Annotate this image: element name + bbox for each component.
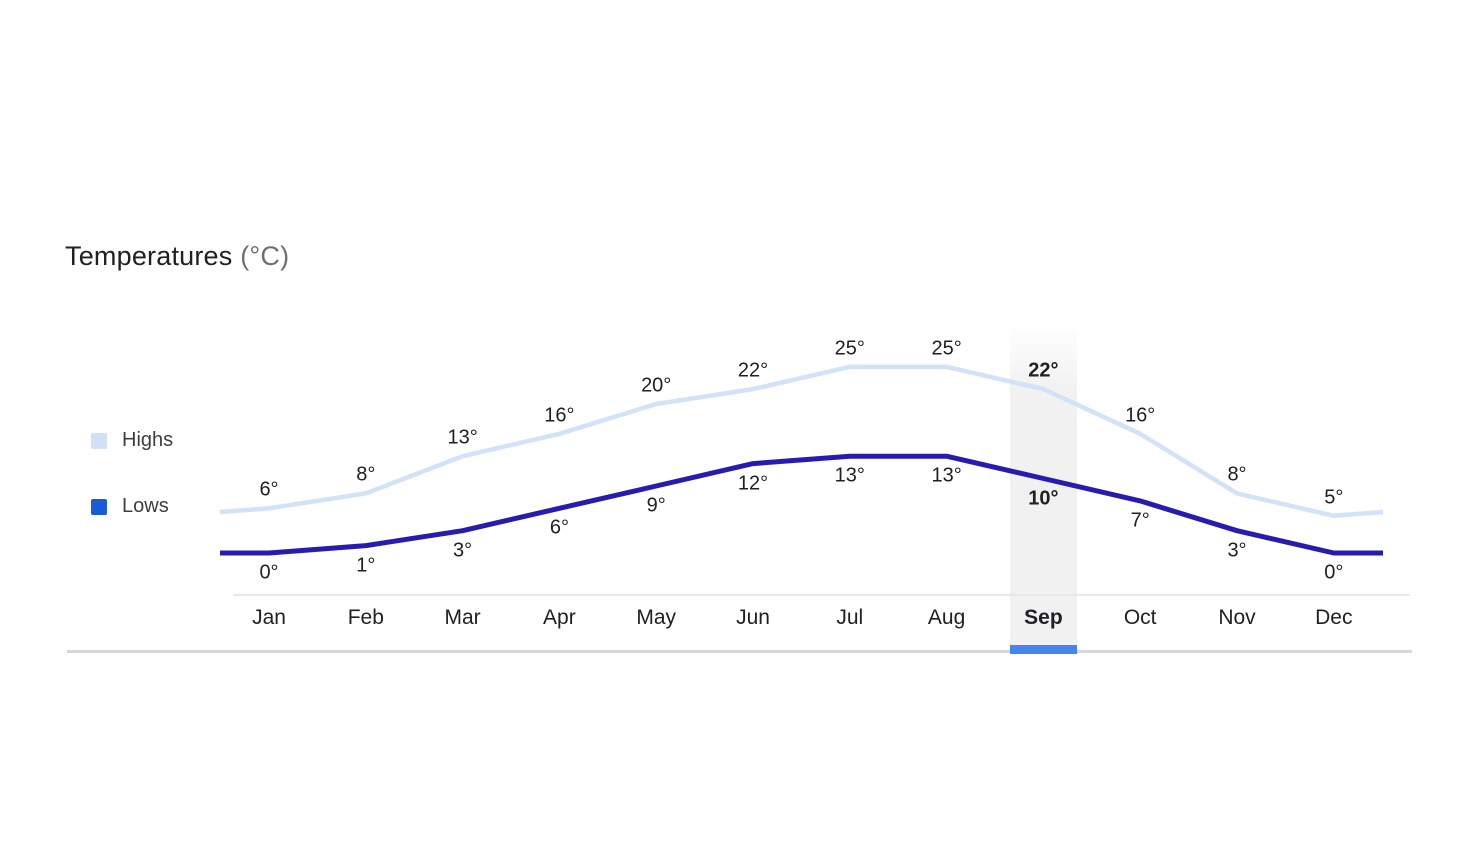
high-label-mar: 13° <box>447 426 478 449</box>
low-label-apr: 6° <box>549 516 569 539</box>
low-label-sep: 10° <box>1028 487 1059 509</box>
high-label-aug: 25° <box>931 337 962 360</box>
high-label-jul: 25° <box>834 337 865 360</box>
legend-item-highs: Highs <box>91 429 173 452</box>
high-label-nov: 8° <box>1227 463 1247 486</box>
chart-title: Temperatures (°C) <box>65 241 289 272</box>
low-label-jul: 13° <box>834 464 865 487</box>
high-label-dec: 5° <box>1324 486 1344 509</box>
highs-swatch-icon <box>91 432 107 449</box>
panel-divider-line <box>67 650 1412 653</box>
low-label-jun: 12° <box>737 472 769 495</box>
high-label-feb: 8° <box>356 463 376 486</box>
month-label-feb[interactable]: Feb <box>347 606 384 629</box>
low-label-aug: 13° <box>931 464 962 487</box>
chart-title-unit: (°C) <box>240 241 290 271</box>
low-label-oct: 7° <box>1130 509 1150 532</box>
low-label-nov: 3° <box>1227 539 1247 562</box>
selected-month-underline <box>1009 645 1077 654</box>
highs-line <box>219 364 1384 519</box>
high-label-may: 20° <box>641 374 672 397</box>
legend-label-lows: Lows <box>122 495 169 517</box>
month-label-sep[interactable]: Sep <box>1024 606 1063 629</box>
chart-title-text: Temperatures <box>65 241 233 271</box>
low-label-dec: 0° <box>1324 561 1344 584</box>
x-axis-line <box>233 594 1410 596</box>
low-label-may: 9° <box>646 494 666 517</box>
legend-item-lows: Lows <box>91 495 169 518</box>
month-label-may[interactable]: May <box>636 606 677 629</box>
high-label-sep: 22° <box>1028 359 1059 382</box>
high-label-oct: 16° <box>1125 404 1156 427</box>
month-label-jan[interactable]: Jan <box>252 606 286 629</box>
month-label-jul[interactable]: Jul <box>836 606 864 629</box>
month-label-oct[interactable]: Oct <box>1123 606 1157 629</box>
month-label-mar[interactable]: Mar <box>444 606 481 629</box>
high-label-jun: 22° <box>737 359 769 382</box>
low-label-jan: 0° <box>259 561 279 584</box>
legend-label-highs: Highs <box>122 429 174 451</box>
high-label-jan: 6° <box>259 478 279 501</box>
month-label-apr[interactable]: Apr <box>543 606 576 629</box>
low-label-mar: 3° <box>453 539 473 562</box>
lows-line <box>220 453 1383 556</box>
lows-swatch-icon <box>91 498 107 515</box>
high-label-apr: 16° <box>544 404 575 427</box>
month-label-dec[interactable]: Dec <box>1315 606 1353 629</box>
month-label-jun[interactable]: Jun <box>736 606 770 629</box>
month-label-aug[interactable]: Aug <box>927 606 966 629</box>
low-label-feb: 1° <box>356 554 376 577</box>
month-label-nov[interactable]: Nov <box>1218 606 1256 629</box>
